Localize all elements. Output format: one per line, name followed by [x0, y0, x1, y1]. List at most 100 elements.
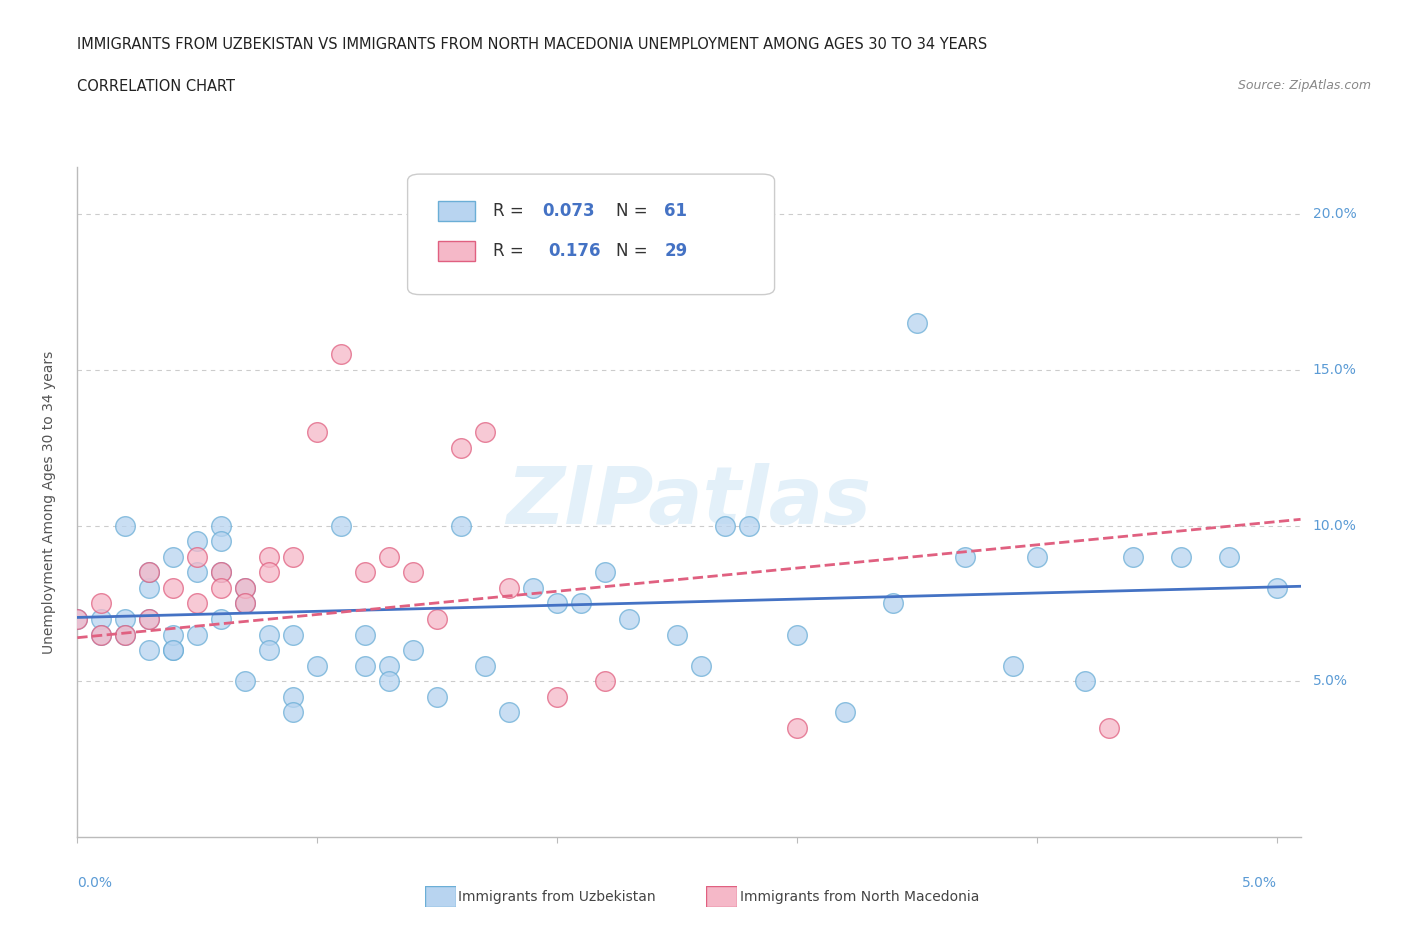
Point — [1001, 658, 1024, 673]
Text: 15.0%: 15.0% — [1313, 363, 1357, 377]
Point — [162, 643, 184, 658]
Point — [307, 425, 329, 440]
Point — [786, 721, 808, 736]
Text: 20.0%: 20.0% — [1313, 207, 1357, 221]
Point — [402, 643, 425, 658]
Text: CORRELATION CHART: CORRELATION CHART — [77, 79, 235, 94]
Point — [450, 518, 472, 533]
Point — [1098, 721, 1121, 736]
Text: ZIPatlas: ZIPatlas — [506, 463, 872, 541]
Point — [66, 612, 89, 627]
Text: 29: 29 — [665, 242, 688, 260]
Point — [162, 627, 184, 642]
Point — [283, 689, 305, 704]
Point — [209, 612, 232, 627]
Point — [426, 689, 449, 704]
Point — [738, 518, 761, 533]
Point — [474, 425, 496, 440]
Point — [283, 705, 305, 720]
Point — [330, 347, 353, 362]
Point — [138, 643, 160, 658]
Text: 61: 61 — [665, 202, 688, 219]
Point — [834, 705, 856, 720]
Point — [714, 518, 737, 533]
Text: R =: R = — [494, 242, 534, 260]
Point — [257, 643, 280, 658]
Point — [162, 643, 184, 658]
Point — [402, 565, 425, 579]
Point — [690, 658, 713, 673]
FancyBboxPatch shape — [439, 241, 475, 261]
Text: 5.0%: 5.0% — [1313, 674, 1348, 688]
Text: IMMIGRANTS FROM UZBEKISTAN VS IMMIGRANTS FROM NORTH MACEDONIA UNEMPLOYMENT AMONG: IMMIGRANTS FROM UZBEKISTAN VS IMMIGRANTS… — [77, 37, 987, 52]
Text: N =: N = — [616, 242, 652, 260]
Point — [593, 674, 616, 689]
Point — [354, 565, 377, 579]
Point — [378, 674, 401, 689]
Point — [90, 612, 112, 627]
Point — [786, 627, 808, 642]
Point — [90, 627, 112, 642]
Text: 5.0%: 5.0% — [1241, 876, 1277, 890]
Point — [209, 518, 232, 533]
Point — [882, 596, 904, 611]
Point — [498, 705, 520, 720]
Text: Source: ZipAtlas.com: Source: ZipAtlas.com — [1237, 79, 1371, 92]
Point — [593, 565, 616, 579]
Point — [257, 550, 280, 565]
Point — [450, 440, 472, 455]
Point — [186, 565, 208, 579]
Point — [498, 580, 520, 595]
Point — [354, 658, 377, 673]
Point — [114, 518, 136, 533]
Point — [114, 612, 136, 627]
Point — [209, 580, 232, 595]
Point — [209, 565, 232, 579]
Point — [114, 627, 136, 642]
Text: 0.0%: 0.0% — [77, 876, 112, 890]
FancyBboxPatch shape — [439, 201, 475, 221]
Point — [1073, 674, 1095, 689]
Point — [953, 550, 976, 565]
Point — [307, 658, 329, 673]
Point — [474, 658, 496, 673]
Point — [283, 550, 305, 565]
Point — [522, 580, 544, 595]
Point — [233, 596, 256, 611]
Point — [233, 580, 256, 595]
Point — [378, 658, 401, 673]
Point — [114, 627, 136, 642]
Text: 10.0%: 10.0% — [1313, 519, 1357, 533]
Point — [354, 627, 377, 642]
Point — [330, 518, 353, 533]
Y-axis label: Unemployment Among Ages 30 to 34 years: Unemployment Among Ages 30 to 34 years — [42, 351, 56, 654]
Point — [186, 627, 208, 642]
Point — [138, 565, 160, 579]
Point — [209, 565, 232, 579]
Point — [233, 596, 256, 611]
Point — [138, 612, 160, 627]
Point — [90, 627, 112, 642]
Text: R =: R = — [494, 202, 529, 219]
Point — [378, 550, 401, 565]
Point — [1170, 550, 1192, 565]
Point — [1025, 550, 1047, 565]
Point — [66, 612, 89, 627]
Point — [186, 550, 208, 565]
Point — [162, 550, 184, 565]
Text: N =: N = — [616, 202, 652, 219]
Point — [233, 674, 256, 689]
Point — [283, 627, 305, 642]
Point — [138, 565, 160, 579]
Point — [1265, 580, 1288, 595]
Point — [209, 534, 232, 549]
FancyBboxPatch shape — [408, 174, 775, 295]
Text: Immigrants from Uzbekistan: Immigrants from Uzbekistan — [458, 889, 657, 904]
Point — [546, 689, 568, 704]
Point — [257, 627, 280, 642]
Text: 0.073: 0.073 — [543, 202, 595, 219]
Point — [233, 580, 256, 595]
Point — [617, 612, 640, 627]
Point — [257, 565, 280, 579]
Point — [138, 580, 160, 595]
